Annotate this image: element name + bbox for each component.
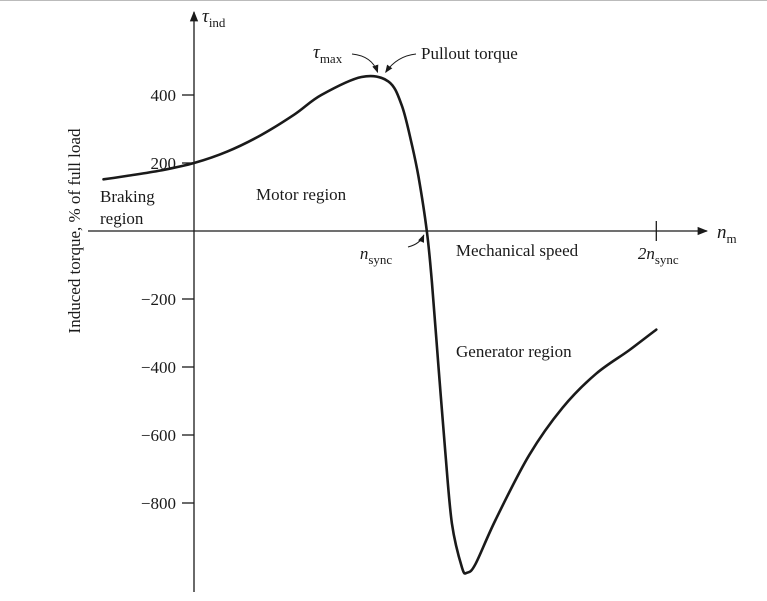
y-tick-label: −800 — [141, 494, 176, 513]
braking-region-label-line1: Braking — [100, 187, 155, 206]
torque-curve — [102, 74, 658, 575]
y-tick-label: −400 — [141, 358, 176, 377]
pullout-torque-label: Pullout torque — [421, 44, 518, 63]
tau-max-leader-arrow — [351, 53, 379, 74]
y-axis-label: Induced torque, % of full load — [65, 128, 84, 333]
y-tick-label: −200 — [141, 290, 176, 309]
generator-region-label: Generator region — [456, 342, 572, 361]
pullout-leader-arrow — [385, 53, 417, 73]
tau-max-label: τmax — [313, 42, 343, 66]
x-axis-label: Mechanical speed — [456, 241, 579, 260]
nsync-leader-arrow — [407, 234, 425, 248]
y-axis-symbol: τind — [202, 6, 226, 30]
x-axis-symbol: nm — [717, 222, 737, 246]
y-tick-label: 400 — [151, 86, 177, 105]
motor-region-label: Motor region — [256, 185, 347, 204]
y-tick-label: −600 — [141, 426, 176, 445]
braking-region-label-line2: region — [100, 209, 144, 228]
x-tick-label-2nsync: 2nsync — [638, 244, 679, 267]
x-tick-label-nsync: nsync — [360, 244, 393, 267]
